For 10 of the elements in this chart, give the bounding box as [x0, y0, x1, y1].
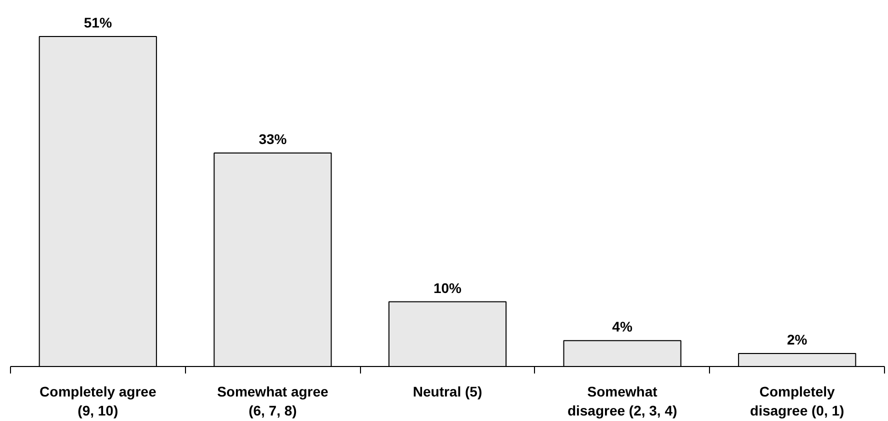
data-label: 10%	[433, 280, 462, 296]
x-tick-label: Neutral (5)	[412, 384, 482, 400]
x-tick-label: Completely disagree (0, 1)	[750, 384, 844, 419]
x-tick-label: Somewhat agree (6, 7, 8)	[217, 384, 329, 419]
data-label: 33%	[258, 131, 288, 147]
x-tick-label: Completely agree (9, 10)	[40, 384, 156, 419]
x-tick-label: Somewhat disagree (2, 3, 4)	[567, 384, 678, 419]
data-label: 4%	[612, 318, 633, 335]
data-label: 2%	[786, 332, 808, 348]
data-label: 51%	[84, 14, 112, 31]
